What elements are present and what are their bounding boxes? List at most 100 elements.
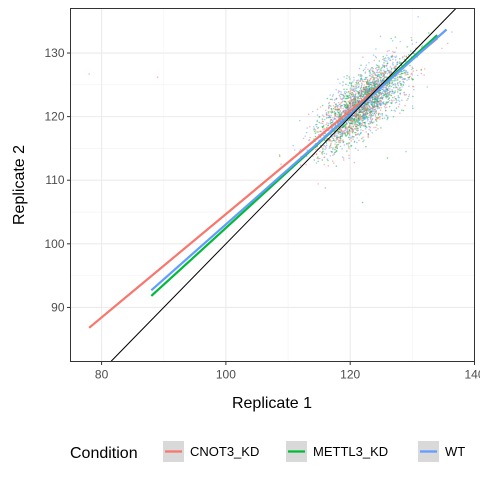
data-point [368,128,370,131]
data-point [354,120,356,122]
data-point [331,95,334,97]
data-point [362,140,364,143]
data-point [333,133,336,135]
data-point [353,95,355,98]
data-point [389,81,391,83]
data-point [363,110,365,113]
data-point [326,97,329,100]
data-point [394,85,397,87]
data-point [338,94,341,97]
data-point [354,89,356,91]
data-point [323,115,325,117]
data-point [329,155,332,157]
data-point [375,119,377,121]
data-point [339,135,342,138]
x-axis-ticks: 80 100 120 140 [95,361,480,382]
data-point [362,56,364,58]
data-point [351,127,353,130]
data-point [350,125,352,127]
data-point [330,121,333,124]
data-point [335,137,338,140]
data-point [379,79,382,81]
data-point [351,130,354,132]
data-point [341,100,344,103]
data-point [378,92,381,94]
data-point [405,56,408,59]
data-point [407,98,409,100]
data-point [402,70,405,72]
data-point [370,90,372,92]
data-point [390,85,392,88]
data-point [371,112,374,115]
data-point [278,154,281,156]
data-point [405,93,408,96]
data-point [376,118,378,120]
data-point [352,86,355,88]
data-point [319,150,321,153]
data-point [372,110,374,112]
data-point [340,107,342,109]
data-point [402,109,405,112]
data-point [332,107,335,110]
data-point [389,82,391,85]
data-point [370,88,372,91]
data-point [398,100,401,102]
data-point [308,139,311,141]
data-point [350,126,352,129]
data-point [345,126,348,128]
data-point [407,76,409,79]
data-point [393,92,395,94]
data-point [357,113,360,116]
data-point [347,136,350,139]
data-point [316,119,319,122]
data-point [362,136,364,138]
data-point [343,103,345,106]
data-point [360,89,362,91]
data-point [329,138,331,141]
data-point [357,74,360,76]
data-point [329,111,331,113]
data-point [356,141,358,144]
data-point [298,119,301,122]
data-point [370,120,372,123]
data-point [371,118,374,121]
data-point [316,123,318,126]
data-point [376,124,378,126]
data-point [383,62,385,64]
data-point [336,145,338,148]
data-point [307,113,310,116]
data-point [365,131,367,133]
data-point [374,105,376,107]
data-point [304,135,306,137]
data-point [381,72,383,75]
data-point [403,92,405,94]
data-point [350,122,352,125]
data-point [399,73,401,76]
data-point [333,110,336,113]
data-point [350,101,352,104]
data-point [356,121,358,123]
data-point [350,137,352,140]
data-point [392,58,394,61]
data-point [361,137,363,140]
data-point [379,35,382,38]
data-point [379,76,382,79]
data-point [347,132,349,134]
data-point [354,113,357,115]
data-point [359,87,362,90]
data-point [408,94,411,96]
data-point [326,113,328,116]
data-point [387,94,390,96]
data-point [378,73,380,76]
data-point [327,111,330,113]
data-point [328,147,331,149]
data-point [378,75,381,77]
data-point [348,147,350,150]
data-point [322,148,324,151]
data-point [375,66,378,69]
data-point [349,124,351,126]
data-point [372,88,374,91]
data-point [327,159,329,162]
data-point [369,108,372,111]
data-point [392,61,394,64]
